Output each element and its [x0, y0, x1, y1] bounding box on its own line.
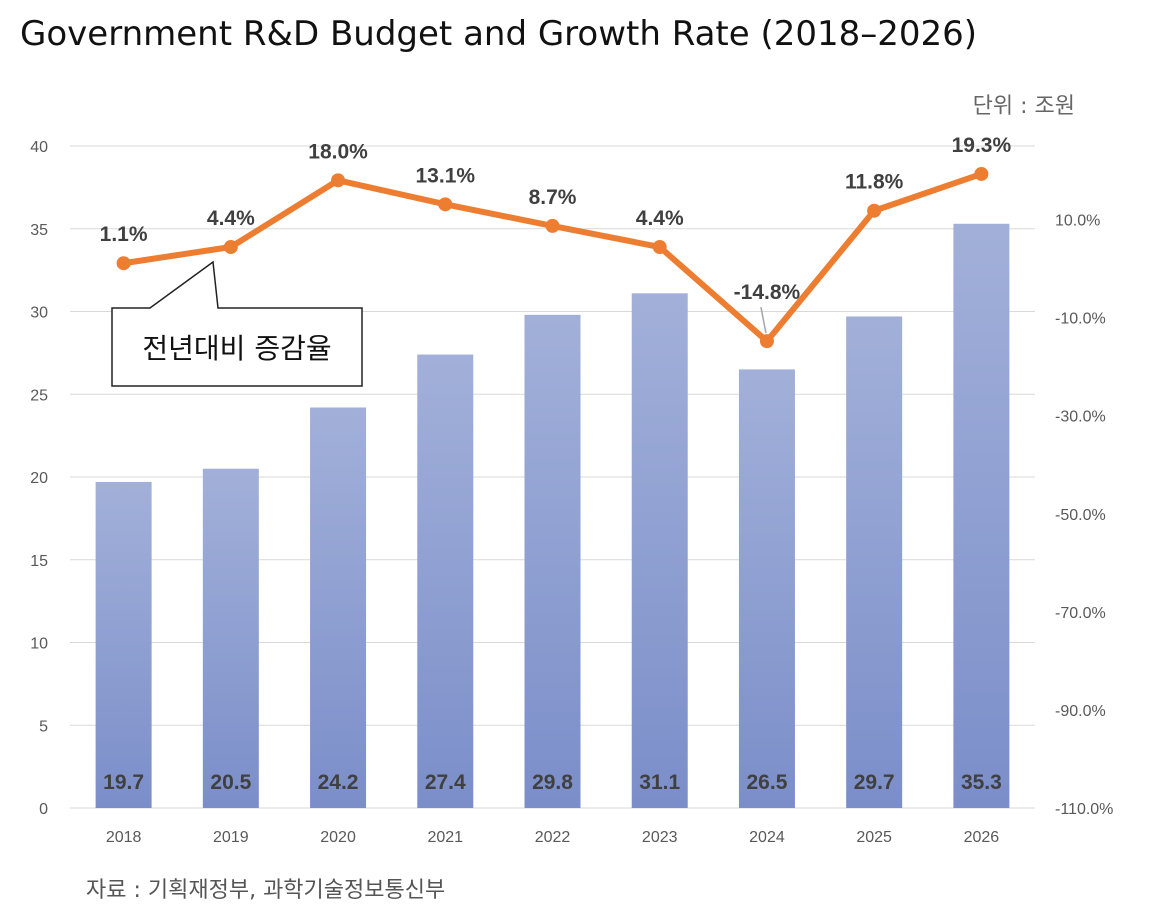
bar-2025: [846, 316, 903, 808]
x-tick-label: 2026: [964, 829, 1000, 846]
bar-data-label: 31.1: [639, 771, 680, 794]
growth-rate-point-2024: [759, 334, 774, 349]
growth-rate-label: 13.1%: [416, 164, 476, 187]
left-tick-label: 30: [30, 305, 48, 322]
x-tick-label: 2024: [749, 829, 785, 846]
left-tick-label: 10: [30, 636, 48, 653]
bar-data-label: 27.4: [425, 771, 466, 794]
bar-2023: [631, 293, 688, 808]
left-tick-label: 0: [39, 801, 48, 818]
left-axis-tick-labels: 0 5 10 15 20 25 30 35 40: [30, 139, 48, 818]
growth-rate-data-labels: 1.1% 4.4% 18.0% 13.1% 8.7% 4.4% -14.8% 11.8% 19.…: [100, 134, 1012, 334]
growth-rate-point-2023: [652, 240, 667, 255]
growth-rate-point-2021: [438, 197, 453, 212]
x-tick-label: 2022: [535, 829, 571, 846]
bar-data-label: 35.3: [961, 771, 1002, 794]
x-tick-label: 2021: [427, 829, 463, 846]
right-tick-label: -110.0%: [1055, 801, 1113, 818]
x-tick-label: 2025: [856, 829, 892, 846]
bar-data-label: 26.5: [747, 771, 788, 794]
right-axis-tick-labels: 10.0% -10.0% -30.0% -50.0% -70.0% -90.0% -110.…: [1055, 213, 1113, 818]
right-tick-label: -50.0%: [1055, 507, 1106, 524]
growth-rate-label: 8.7%: [529, 186, 577, 209]
leader-line: [760, 307, 767, 334]
right-tick-label: 10.0%: [1055, 213, 1100, 230]
bar-data-label: 20.5: [210, 771, 251, 794]
bar-data-label: 19.7: [103, 771, 144, 794]
chart-title: Government R&D Budget and Growth Rate (2…: [20, 14, 978, 54]
x-tick-label: 2019: [213, 829, 249, 846]
growth-rate-label: 4.4%: [636, 207, 684, 230]
right-tick-label: -10.0%: [1055, 311, 1106, 328]
left-tick-label: 40: [30, 139, 48, 156]
growth-rate-label: 1.1%: [100, 223, 148, 246]
bar-data-labels: 19.7 20.5 24.2 27.4 29.8 31.1 26.5 29.7 35.3: [103, 771, 1002, 794]
growth-rate-label: 18.0%: [308, 140, 368, 163]
growth-rate-point-2026: [974, 166, 989, 181]
left-tick-label: 35: [30, 222, 48, 239]
callout-box: [111, 260, 363, 387]
x-tick-label: 2018: [106, 829, 142, 846]
right-tick-label: -30.0%: [1055, 409, 1106, 426]
growth-rate-label: 11.8%: [845, 171, 904, 194]
bar-2019: [202, 468, 259, 808]
growth-rate-point-2018: [116, 256, 131, 271]
bar-2021: [417, 354, 474, 808]
callout-shape: [111, 260, 363, 387]
bar-data-label: 24.2: [318, 771, 359, 794]
bar-data-label: 29.8: [532, 771, 573, 794]
right-tick-label: -90.0%: [1055, 703, 1106, 720]
left-tick-label: 15: [30, 553, 48, 570]
bar-2026: [953, 223, 1010, 808]
x-tick-label: 2020: [320, 829, 356, 846]
bar-2020: [310, 407, 367, 808]
callout-label: 전년대비 증감율: [142, 332, 332, 365]
bar-2024: [738, 369, 795, 808]
left-tick-label: 25: [30, 387, 48, 404]
bar-2022: [524, 314, 581, 808]
unit-label: 단위 : 조원: [972, 94, 1075, 119]
bar-2018: [95, 481, 152, 808]
bar-series: [95, 223, 1010, 808]
right-tick-label: -70.0%: [1055, 605, 1106, 622]
growth-rate-series: [116, 166, 989, 349]
growth-rate-label: 4.4%: [207, 207, 255, 230]
growth-rate-label: -14.8%: [734, 281, 801, 304]
bar-data-label: 29.7: [854, 771, 895, 794]
growth-rate-point-2022: [545, 218, 560, 233]
growth-rate-point-2025: [867, 203, 882, 218]
source-label: 자료 : 기획재정부, 과학기술정보통신부: [86, 878, 446, 903]
growth-rate-point-2020: [331, 173, 346, 188]
left-tick-label: 20: [30, 470, 48, 487]
growth-rate-point-2019: [223, 240, 238, 255]
x-tick-label: 2023: [642, 829, 678, 846]
growth-rate-label: 19.3%: [952, 134, 1012, 157]
x-axis-tick-labels: 2018 2019 2020 2021 2022 2023 2024 2025 2026: [106, 829, 999, 846]
left-tick-label: 5: [39, 718, 48, 735]
